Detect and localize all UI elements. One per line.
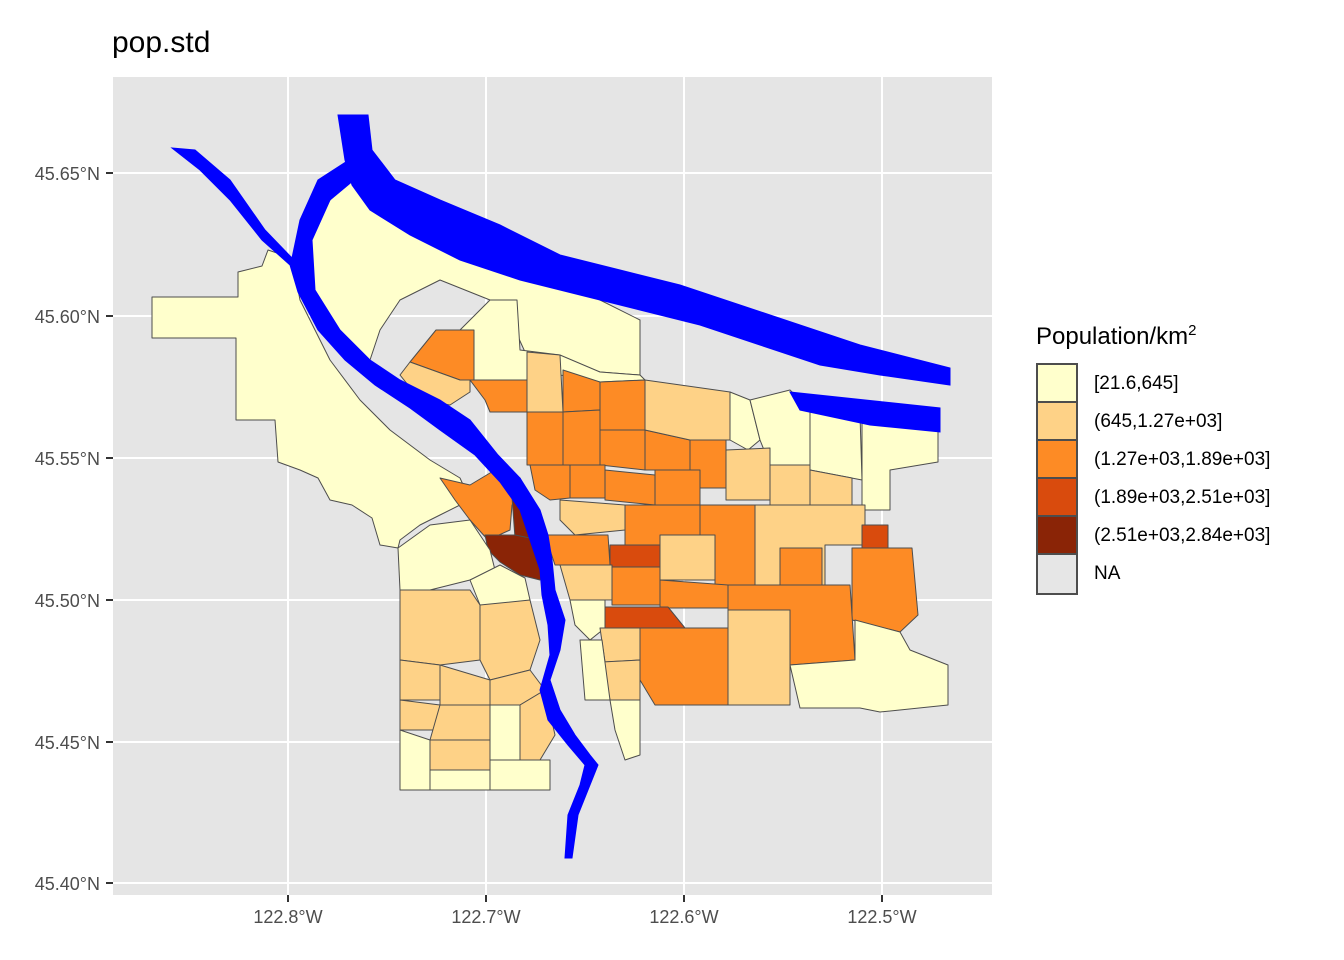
y-tick-label: 45.40°N: [35, 874, 100, 894]
tract-ie-red-a: [609, 544, 661, 568]
tract-se-orange-d: [639, 627, 729, 706]
y-tick-label: 45.65°N: [35, 164, 100, 184]
tract-ie-1: [529, 464, 571, 501]
river: [170, 114, 951, 859]
legend-item: (1.89e+03,2.51e+03]: [1036, 477, 1271, 519]
columbia-river: [337, 114, 951, 386]
legend-label: NA: [1094, 563, 1121, 584]
tract-sw-tan-a: [399, 589, 481, 666]
y-tick-label: 45.50°N: [35, 591, 100, 611]
x-tick-label: 122.5°W: [847, 907, 916, 927]
tract-sw-light-d: [429, 769, 491, 791]
tract-np-light-a: [729, 391, 761, 451]
tract-ie-orange-d: [779, 547, 823, 589]
x-axis-labels: 122.8°W 122.7°W 122.6°W 122.5°W: [253, 907, 916, 927]
legend-title: Population/km2: [1036, 322, 1270, 351]
tract-np-1: [526, 351, 564, 413]
x-tick-label: 122.8°W: [253, 907, 322, 927]
tract-np-5: [562, 409, 601, 466]
legend-title-text: Population/km: [1036, 323, 1189, 350]
map-title: pop.std: [112, 26, 211, 59]
legend-key: [1036, 515, 1078, 557]
tract-sw-tan-c: [399, 659, 441, 701]
legend: Population/km2 [21.6,645] (645,1.27e+03]…: [1036, 322, 1271, 595]
tracts: [151, 169, 949, 791]
legend-label: (2.51e+03,2.84e+03]: [1094, 525, 1271, 546]
tract-ie-tan-a: [559, 499, 626, 536]
legend-key: [1036, 363, 1078, 405]
tract-ie-3: [604, 469, 656, 506]
tract-sw-light-e: [489, 704, 521, 761]
tract-east-red: [861, 524, 889, 549]
legend-label: [21.6,645]: [1094, 373, 1179, 394]
legend-item: [21.6,645]: [1036, 363, 1270, 405]
tract-np-3: [599, 379, 646, 431]
y-axis-labels: 45.65°N 45.60°N 45.55°N 45.50°N 45.45°N …: [35, 164, 100, 894]
tract-st-johns-orange: [469, 379, 531, 413]
tract-np-4: [526, 411, 564, 466]
legend-key: [1036, 553, 1078, 595]
y-tick-label: 45.60°N: [35, 307, 100, 327]
tract-ne-tan-1: [725, 447, 771, 501]
legend-title-superscript: 2: [1188, 322, 1197, 339]
tract-ie-2: [569, 464, 606, 499]
axis-ticks: [106, 172, 883, 902]
x-tick-label: 122.7°W: [451, 907, 520, 927]
tract-sw-tan-b: [479, 599, 541, 681]
tract-se-tan-c: [599, 627, 641, 663]
tract-np-6: [599, 429, 646, 471]
y-tick-label: 45.45°N: [35, 733, 100, 753]
tract-sw-tan-f: [429, 704, 491, 741]
tract-sw-light-c: [399, 729, 431, 791]
tract-se-tan-b: [727, 609, 791, 706]
legend-item: (2.51e+03,2.84e+03]: [1036, 515, 1271, 557]
tract-se-orange-a: [611, 566, 661, 606]
tract-se-light-a: [569, 599, 606, 641]
legend-key: [1036, 477, 1078, 519]
legend-label: (645,1.27e+03]: [1094, 411, 1223, 432]
tract-ie-4: [654, 469, 701, 506]
x-tick-label: 122.6°W: [649, 907, 718, 927]
legend-item: NA: [1036, 553, 1270, 595]
tract-se-light-c: [609, 699, 641, 761]
legend-key: [1036, 439, 1078, 481]
tract-se-orange-b: [659, 579, 729, 609]
legend-label: (1.89e+03,2.51e+03]: [1094, 487, 1271, 508]
y-tick-label: 45.55°N: [35, 449, 100, 469]
tract-east-orange-big: [851, 547, 919, 633]
legend-item: (645,1.27e+03]: [1036, 401, 1270, 443]
tract-ie-tan-b: [659, 534, 716, 581]
tract-far-se: [789, 619, 949, 713]
willamette-river: [170, 147, 599, 859]
tract-ne-tan-2: [769, 464, 811, 506]
legend-label: (1.27e+03,1.89e+03]: [1094, 449, 1271, 470]
columbia-branch: [789, 391, 941, 433]
legend-item: (1.27e+03,1.89e+03]: [1036, 439, 1271, 481]
tract-sw-light-f: [489, 759, 551, 791]
tract-sw-tan-g: [429, 739, 491, 771]
tract-ie-orange-a: [544, 534, 611, 566]
legend-key: [1036, 401, 1078, 443]
